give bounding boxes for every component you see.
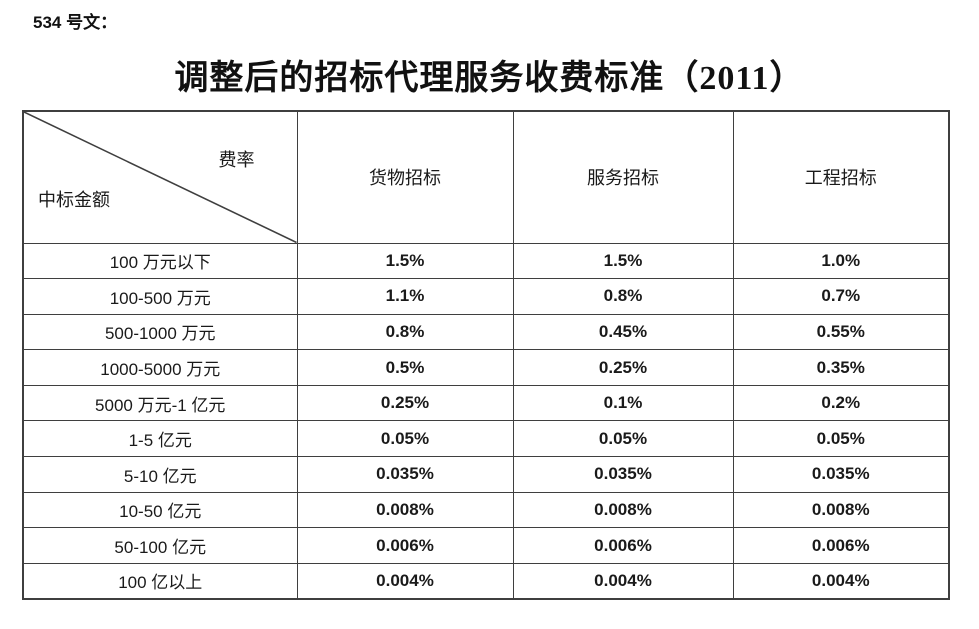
engineering-rate-cell: 0.008%	[732, 491, 950, 529]
table-row: 1000-5000 万元 0.5% 0.25% 0.35%	[22, 349, 950, 386]
amount-range-cell: 1000-5000 万元	[22, 349, 298, 386]
table-row: 1-5 亿元 0.05% 0.05% 0.05%	[22, 420, 950, 458]
corner-header-cell: 费率 中标金额	[22, 110, 298, 244]
table-row: 500-1000 万元 0.8% 0.45% 0.55%	[22, 313, 950, 351]
service-rate-cell: 1.5%	[512, 242, 734, 280]
engineering-rate-cell: 0.035%	[732, 456, 950, 493]
service-rate-cell: 0.05%	[512, 420, 734, 458]
goods-rate-cell: 0.006%	[296, 527, 514, 564]
doc-reference-label: 534 号文：	[33, 13, 118, 32]
service-rate-cell: 0.004%	[512, 562, 734, 600]
goods-rate-cell: 0.25%	[296, 384, 514, 422]
column-header-goods: 货物招标	[296, 110, 514, 244]
table-header-row: 费率 中标金额 货物招标 服务招标 工程招标	[22, 110, 950, 244]
goods-rate-cell: 0.5%	[296, 349, 514, 386]
engineering-rate-cell: 0.2%	[732, 384, 950, 422]
table-row: 10-50 亿元 0.008% 0.008% 0.008%	[22, 491, 950, 529]
column-header-engineering: 工程招标	[732, 110, 950, 244]
amount-range-cell: 5-10 亿元	[22, 456, 298, 493]
goods-rate-cell: 0.05%	[296, 420, 514, 458]
goods-rate-cell: 1.5%	[296, 242, 514, 280]
service-rate-cell: 0.035%	[512, 456, 734, 493]
amount-range-cell: 100-500 万元	[22, 278, 298, 315]
amount-range-cell: 500-1000 万元	[22, 313, 298, 351]
table-row: 100 万元以下 1.5% 1.5% 1.0%	[22, 242, 950, 280]
engineering-rate-cell: 0.05%	[732, 420, 950, 458]
engineering-rate-cell: 1.0%	[732, 242, 950, 280]
service-rate-cell: 0.1%	[512, 384, 734, 422]
table-row: 5000 万元-1 亿元 0.25% 0.1% 0.2%	[22, 384, 950, 422]
column-header-service: 服务招标	[512, 110, 734, 244]
goods-rate-cell: 0.035%	[296, 456, 514, 493]
amount-range-cell: 1-5 亿元	[22, 420, 298, 458]
table-row: 100 亿以上 0.004% 0.004% 0.004%	[22, 562, 950, 600]
diagonal-divider-line	[24, 112, 296, 242]
service-rate-cell: 0.008%	[512, 491, 734, 529]
goods-rate-cell: 1.1%	[296, 278, 514, 315]
goods-rate-cell: 0.8%	[296, 313, 514, 351]
engineering-rate-cell: 0.004%	[732, 562, 950, 600]
engineering-rate-cell: 0.55%	[732, 313, 950, 351]
table-row: 5-10 亿元 0.035% 0.035% 0.035%	[22, 456, 950, 493]
service-rate-cell: 0.006%	[512, 527, 734, 564]
engineering-rate-cell: 0.006%	[732, 527, 950, 564]
goods-rate-cell: 0.004%	[296, 562, 514, 600]
page-title: 调整后的招标代理服务收费标准（2011）	[174, 60, 805, 97]
amount-range-cell: 10-50 亿元	[22, 491, 298, 529]
amount-range-cell: 100 亿以上	[22, 562, 298, 600]
corner-label-rate: 费率	[218, 150, 255, 170]
service-rate-cell: 0.45%	[512, 313, 734, 351]
service-rate-cell: 0.25%	[512, 349, 734, 386]
corner-label-amount: 中标金额	[38, 190, 110, 210]
goods-rate-cell: 0.008%	[296, 491, 514, 529]
engineering-rate-cell: 0.35%	[732, 349, 950, 386]
table-row: 50-100 亿元 0.006% 0.006% 0.006%	[22, 527, 950, 564]
engineering-rate-cell: 0.7%	[732, 278, 950, 315]
amount-range-cell: 100 万元以下	[22, 242, 298, 280]
fee-standard-table: 费率 中标金额 货物招标 服务招标 工程招标 100 万元以下 1.5% 1.5…	[22, 110, 950, 600]
amount-range-cell: 5000 万元-1 亿元	[22, 384, 298, 422]
service-rate-cell: 0.8%	[512, 278, 734, 315]
amount-range-cell: 50-100 亿元	[22, 527, 298, 564]
table-row: 100-500 万元 1.1% 0.8% 0.7%	[22, 278, 950, 315]
